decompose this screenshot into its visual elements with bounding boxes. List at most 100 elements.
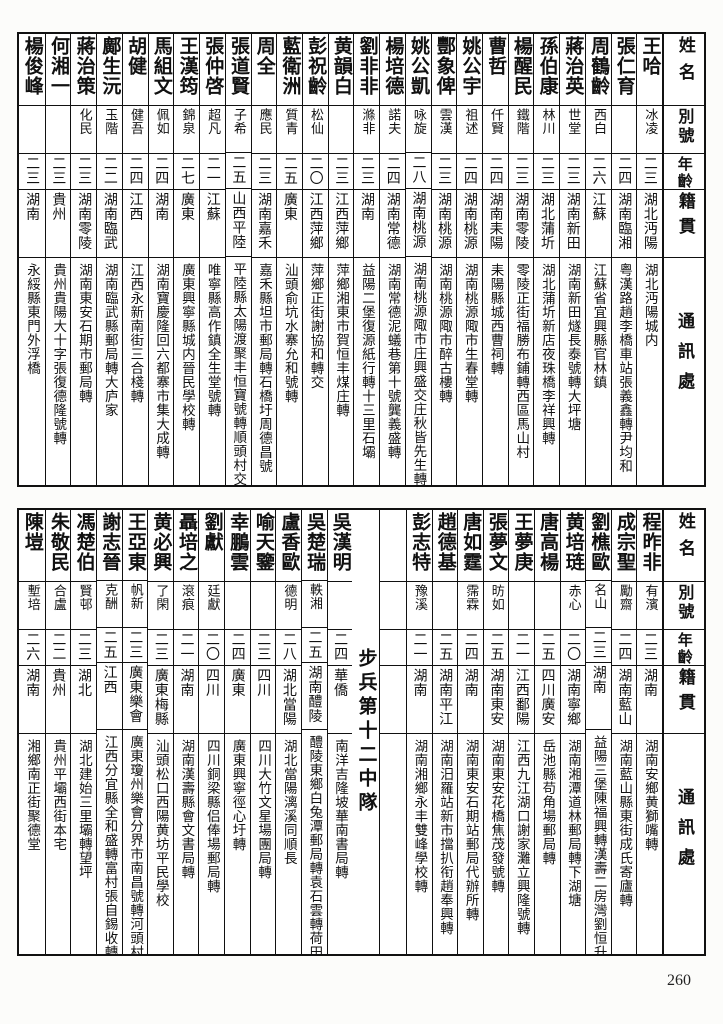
entry-age-text: 二三 [333, 156, 350, 185]
entry-age-text: 二四 [332, 632, 349, 661]
roster-entry-column: 幸鵬雲 二四 廣東 廣東興寧徑心圩轉 [224, 510, 250, 954]
roster-entry-column: 程昨非 有濱 二三 湖南 湖南安鄉黄獅嘴轉 [636, 510, 662, 954]
entry-native-text: 江蘇 [204, 192, 221, 221]
entry-address: 湖南寶慶隆回六都寨市集大成轉 [149, 258, 174, 485]
entry-age-text: 二一 [178, 632, 195, 661]
entry-age-text: 二五 [230, 155, 247, 185]
entry-native: 湖南 [458, 666, 483, 734]
roster-entry-column: 姚公凱 咏旋 二八 湖南桃源 湖南桃源陬市庄興盛交庄秋皆先生轉 [404, 34, 431, 485]
entry-alias: 西白 [585, 106, 611, 154]
entry-address-text: 耒陽縣城西曹祠轉 [487, 263, 504, 375]
entry-alias [509, 582, 534, 630]
entry-name-text: 蔣治英 [562, 36, 585, 96]
entry-age-text: 二二 [50, 632, 67, 661]
roster-entry-column: 孫伯康 林川 二三 湖北蒲圻 湖北蒲圻新店夜珠橋李祥興轉 [533, 34, 560, 485]
entry-name: 謝志晉 [97, 510, 122, 581]
entry-native-text: 江西 [127, 192, 144, 221]
entry-age: 二五 [483, 630, 509, 666]
entry-alias: 諾夫 [380, 106, 405, 154]
entry-age-text: 二四 [462, 632, 479, 661]
entry-age: 二八 [276, 630, 301, 666]
entry-native: 湖南嘉禾 [251, 190, 277, 258]
entry-age: 二四 [457, 154, 482, 190]
entry-native: 四川 [199, 666, 225, 734]
entry-native: 湖南 [19, 190, 45, 258]
entry-native-text: 江蘇 [590, 192, 607, 221]
roster-entry-column: 何湘一 二三 貴州 貴州貴陽大十字張復德隆號轉 [44, 34, 71, 485]
entry-name-text: 藍衛洲 [279, 36, 302, 96]
entry-native: 湖南桃源 [405, 189, 431, 258]
entry-alias-text: 豫溪 [411, 584, 427, 611]
entry-address-text: 四川銅梁縣侣俸場郵局轉 [203, 739, 220, 893]
header-address: 通訊處 [664, 258, 704, 485]
entry-age: 二四 [482, 154, 508, 190]
entry-address-text: 醴陵東鄉白兔潭郵局轉袁石雲轉荷田 [306, 734, 323, 954]
entry-name-text: 張仁育 [613, 36, 636, 96]
entry-address: 醴陵東鄉白兔潭郵局轉袁石雲轉荷田 [302, 730, 327, 954]
entry-address-text: 永綏縣東門外浮橋 [24, 263, 41, 375]
entry-age: 二四 [611, 154, 637, 190]
entry-alias: 健吾 [122, 106, 148, 154]
entry-age: 二一 [509, 630, 534, 666]
entry-alias-text: 健吾 [128, 108, 144, 135]
entry-address: 湖南桃源陬市庄興盛交庄秋皆先生轉 [406, 257, 431, 485]
entry-name: 趙德基 [432, 510, 458, 582]
entry-address: 湖南東安花橋焦茂發號轉 [484, 734, 509, 954]
entry-native: 湖南寧鄉 [560, 666, 586, 734]
entry-age-text: 二五 [539, 632, 556, 661]
roster-entry-column: 周全 應民 二三 湖南嘉禾 嘉禾縣坦市郵局轉石橋圩周德昌號 [250, 34, 277, 485]
entry-native-text: 湖北沔陽 [641, 192, 658, 250]
entry-alias: 世堂 [560, 106, 585, 154]
entry-native: 廣東 [277, 190, 302, 258]
entry-native: 湖南 [173, 666, 199, 734]
entry-alias-text: 有濱 [642, 584, 658, 611]
roster-entry-column: 謝志晉 克酬 二五 江西 江西分宜縣全和盛轉富村張自錫收轉 [96, 510, 122, 954]
entry-address: 湖北蒲圻新店夜珠橋李祥興轉 [534, 258, 559, 485]
page-number: 260 [667, 972, 691, 989]
entry-name-text: 胡健 [125, 36, 148, 76]
entry-native-text: 湖南 [411, 668, 428, 697]
entry-age-text: 二三 [256, 156, 273, 185]
entry-name-text: 黄必興 [150, 512, 173, 572]
entry-address: 湖北沔陽城内 [637, 258, 662, 485]
entry-name: 張道賢 [225, 34, 251, 106]
entry-address: 湖南漢壽縣會文書局轉 [174, 734, 199, 954]
entry-alias: 化民 [71, 106, 97, 154]
entry-native: 四川廣安 [534, 666, 560, 734]
entry-name-text: 何湘一 [47, 36, 70, 96]
entry-native-text: 湖南零陵 [76, 192, 93, 250]
entry-native-text: 湖南耒陽 [487, 192, 504, 250]
entry-name-text: 謝志晉 [99, 512, 122, 572]
entry-native: 廣東梅縣 [148, 666, 173, 734]
roster-entry-column: 楊俊峰 二三 湖南 永綏縣東門外浮橋 [19, 34, 45, 485]
entry-name: 姚公宇 [457, 34, 482, 106]
entry-address: 湖南臨武縣郵局轉大庐家 [97, 258, 122, 485]
entry-native: 廣東樂會 [122, 663, 148, 730]
roster-entry-column: 黄必興 了閑 二三 廣東梅縣 汕頭松口西陽黄坊平民學校 [147, 510, 173, 954]
entry-address: 益陽三堡陳福興轉漢壽二房灣劉恒升 [586, 730, 611, 954]
entry-alias: 軼湘 [301, 581, 327, 628]
entry-age-text: 二三 [127, 629, 144, 659]
entry-age-text: 二二 [101, 156, 118, 185]
roster-entry-column: 周鶴齡 西白 二六 江蘇 江蘇省宜興縣官林鎮 [584, 34, 611, 485]
entry-alias-text: 霈霖 [463, 584, 479, 611]
entry-name-text: 陳塏 [21, 512, 44, 552]
entry-age-text: 二一 [513, 632, 530, 661]
entry-age-text: 二五 [306, 629, 323, 659]
roster-entry-column: 王夢庚 二一 江西鄱陽 江西九江湖口謝家灘立興隆號轉 [508, 510, 534, 954]
roster-entry-column: 聶培之 滾痕 二一 湖南 湖南漢壽縣會文書局轉 [172, 510, 199, 954]
entry-native: 廣東 [225, 666, 250, 734]
entry-age-text: 二三 [641, 156, 658, 185]
entry-name: 黄必興 [148, 510, 173, 582]
entry-address: 江西分宜縣全和盛轉富村張自錫收轉 [97, 730, 122, 954]
roster-entry-column: 陳塏 塹培 二六 湖南 湘鄉南正街聚德堂 [19, 510, 45, 954]
entry-address: 四川銅梁縣侣俸場郵局轉 [199, 734, 224, 954]
entry-native: 湖南常德 [380, 190, 405, 258]
entry-name-text: 唐高楊 [537, 512, 560, 572]
entry-name-text: 姚公宇 [459, 36, 482, 96]
entry-alias-text: 合盧 [50, 584, 66, 611]
header-age: 年齡 [664, 154, 704, 190]
roster-entry-column: 張仁育 二四 湖南臨湘 粤漢路趙李橋車站張義鑫轉尹均和 [610, 34, 637, 485]
entry-address-text: 湖北當陽漓溪同順長 [280, 739, 297, 865]
